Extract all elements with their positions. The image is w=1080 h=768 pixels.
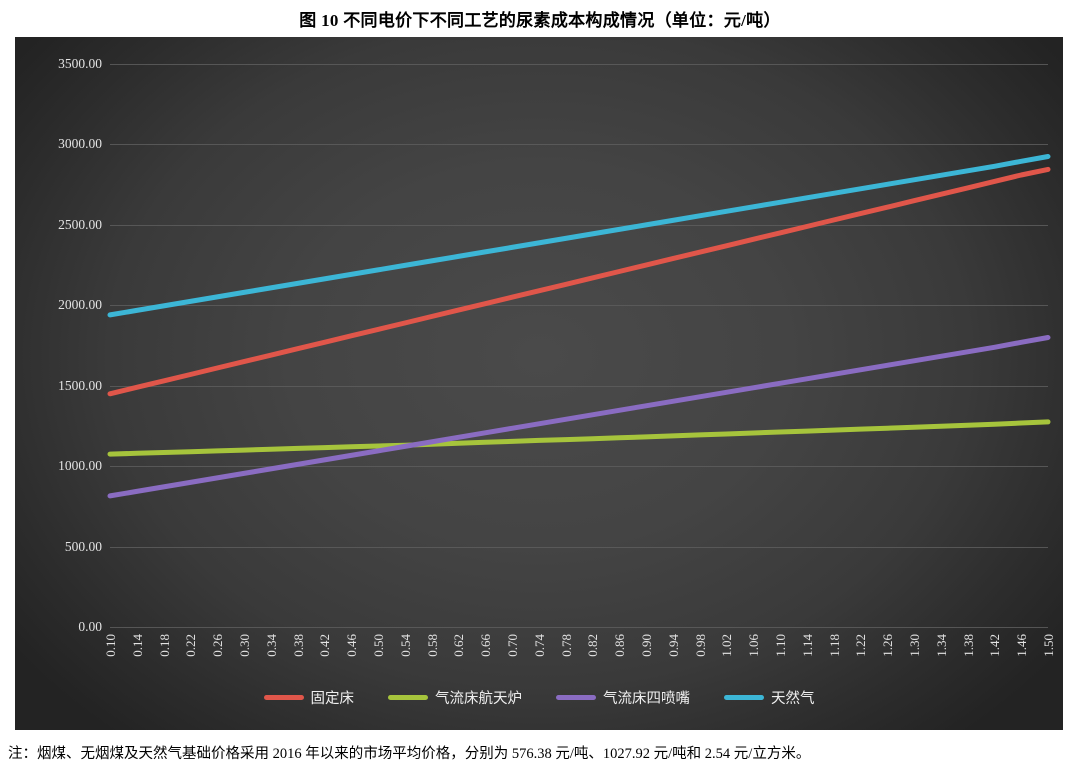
legend-swatch-icon xyxy=(556,695,596,700)
legend-item-天然气[interactable]: 天然气 xyxy=(724,687,815,708)
series-line-天然气 xyxy=(107,154,1051,318)
legend-swatch-icon xyxy=(263,695,304,700)
chart-footnote: 注：烟煤、无烟煤及天然气基础价格采用 2016 年以来的市场平均价格，分别为 5… xyxy=(8,746,811,762)
series-line-气流床航天炉 xyxy=(107,419,1051,457)
chart-panel: 0.00 500.00 1000.00 1500.00 2000.00 2500.00 30… xyxy=(15,37,1063,730)
y-axis-tick-label: 2000.00 xyxy=(58,297,102,313)
series-line-气流床四喷嘴 xyxy=(107,335,1051,499)
legend-swatch-icon xyxy=(724,695,764,700)
legend-item-气流床航天炉[interactable]: 气流床航天炉 xyxy=(388,687,522,708)
gridline xyxy=(110,466,1048,467)
gridline xyxy=(110,64,1048,65)
gridline xyxy=(110,627,1048,628)
legend-label: 气流床四喷嘴 xyxy=(603,691,690,707)
legend-item-固定床[interactable]: 固定床 xyxy=(263,687,355,708)
gridline xyxy=(110,547,1048,548)
y-axis-tick-label: 1000.00 xyxy=(58,458,102,474)
plot-lines xyxy=(107,154,1051,499)
y-axis-tick-label: 500.00 xyxy=(64,538,102,554)
y-axis-tick-label: 3000.00 xyxy=(58,136,102,152)
gridline xyxy=(110,305,1048,306)
y-axis-tick-label: 0.00 xyxy=(78,619,102,634)
series-line-固定床 xyxy=(107,166,1051,397)
legend-label: 天然气 xyxy=(771,691,815,707)
chart-title: 图 10 不同电价下不同工艺的尿素成本构成情况（单位：元/吨） xyxy=(299,11,781,30)
gridline xyxy=(110,144,1048,145)
gridline xyxy=(110,386,1048,387)
legend-item-气流床四喷嘴[interactable]: 气流床四喷嘴 xyxy=(556,687,690,708)
chart-legend: 固定床 气流床航天炉 气流床四喷嘴 天然气 xyxy=(15,687,1063,708)
legend-label: 固定床 xyxy=(310,691,355,707)
legend-label: 气流床航天炉 xyxy=(435,691,522,707)
legend-swatch-icon xyxy=(388,695,428,700)
y-axis-tick-label: 1500.00 xyxy=(58,377,102,393)
y-axis-tick-label: 3500.00 xyxy=(58,56,102,71)
y-axis-tick-label: 2500.00 xyxy=(58,216,102,232)
gridline xyxy=(110,225,1048,226)
